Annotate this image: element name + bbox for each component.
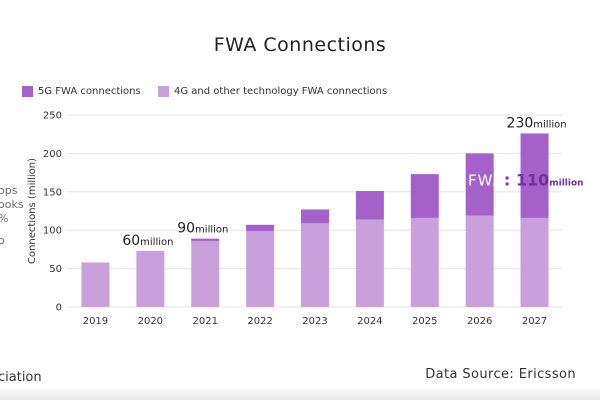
legend-swatch-5g	[22, 86, 33, 97]
y-tick-label-50: 50	[49, 264, 62, 275]
y-tick-label-0: 0	[56, 303, 62, 314]
bar-4g-2024	[355, 219, 384, 307]
bar-4g-2021	[191, 240, 220, 307]
x-tick-label-2025: 2025	[412, 316, 437, 327]
legend-label-5g: 5G FWA connections	[38, 86, 141, 97]
bar-4g-2026	[465, 215, 494, 307]
legend-item-5g: 5G FWA connections	[22, 86, 141, 97]
legend-item-4g: 4G and other technology FWA connections	[158, 86, 387, 97]
legend-label-4g: 4G and other technology FWA connections	[174, 86, 388, 97]
y-tick-label-150: 150	[43, 187, 62, 198]
bar-5g-2025	[410, 174, 439, 218]
y-axis-title: Connections (million)	[27, 158, 38, 264]
bar-4g-2027	[520, 217, 549, 307]
x-tick-label-2021: 2021	[192, 316, 217, 327]
y-tick-label-100: 100	[43, 226, 62, 237]
bar-5g-2026	[465, 153, 494, 216]
bar-4g-2019	[81, 262, 110, 307]
y-tick-label-200: 200	[43, 149, 62, 160]
left-text-fragment-1: ops	[0, 184, 18, 197]
total-annotation-2027: 230million	[507, 115, 567, 131]
bar-5g-2024	[355, 191, 384, 220]
fiveg-highlight-annotation: 5G FWA: 110million	[439, 171, 584, 190]
bar-5g-2023	[301, 209, 329, 224]
x-tick-label-2023: 2023	[302, 316, 327, 327]
bar-5g-2027	[520, 133, 549, 218]
x-tick-label-2027: 2027	[522, 316, 547, 327]
total-annotation-2021: 90million	[177, 221, 228, 237]
x-tick-label-2024: 2024	[357, 316, 382, 327]
chart-title: FWA Connections	[213, 34, 387, 56]
data-source: Data Source: Ericsson	[425, 367, 576, 382]
left-text-fragment-4: o	[0, 234, 5, 247]
bar-5g-2021	[191, 238, 220, 241]
left-text-fragment-2: ooks	[0, 198, 24, 211]
footer-text-fragment: ciation	[0, 370, 42, 385]
bar-4g-2023	[301, 223, 329, 307]
x-tick-label-2019: 2019	[83, 316, 108, 327]
bar-4g-2025	[410, 217, 439, 307]
total-annotation-2020: 60million	[122, 233, 173, 249]
y-tick-label-250: 250	[43, 111, 62, 122]
x-tick-label-2022: 2022	[247, 316, 272, 327]
bar-5g-2022	[246, 224, 275, 231]
left-text-fragment-3: %	[0, 213, 8, 225]
bar-4g-2020	[136, 250, 165, 307]
legend-swatch-4g	[158, 86, 169, 97]
x-tick-label-2026: 2026	[467, 316, 492, 327]
bar-4g-2022	[246, 230, 275, 307]
slide-bottom-edge	[0, 386, 600, 400]
x-tick-label-2020: 2020	[138, 316, 163, 327]
